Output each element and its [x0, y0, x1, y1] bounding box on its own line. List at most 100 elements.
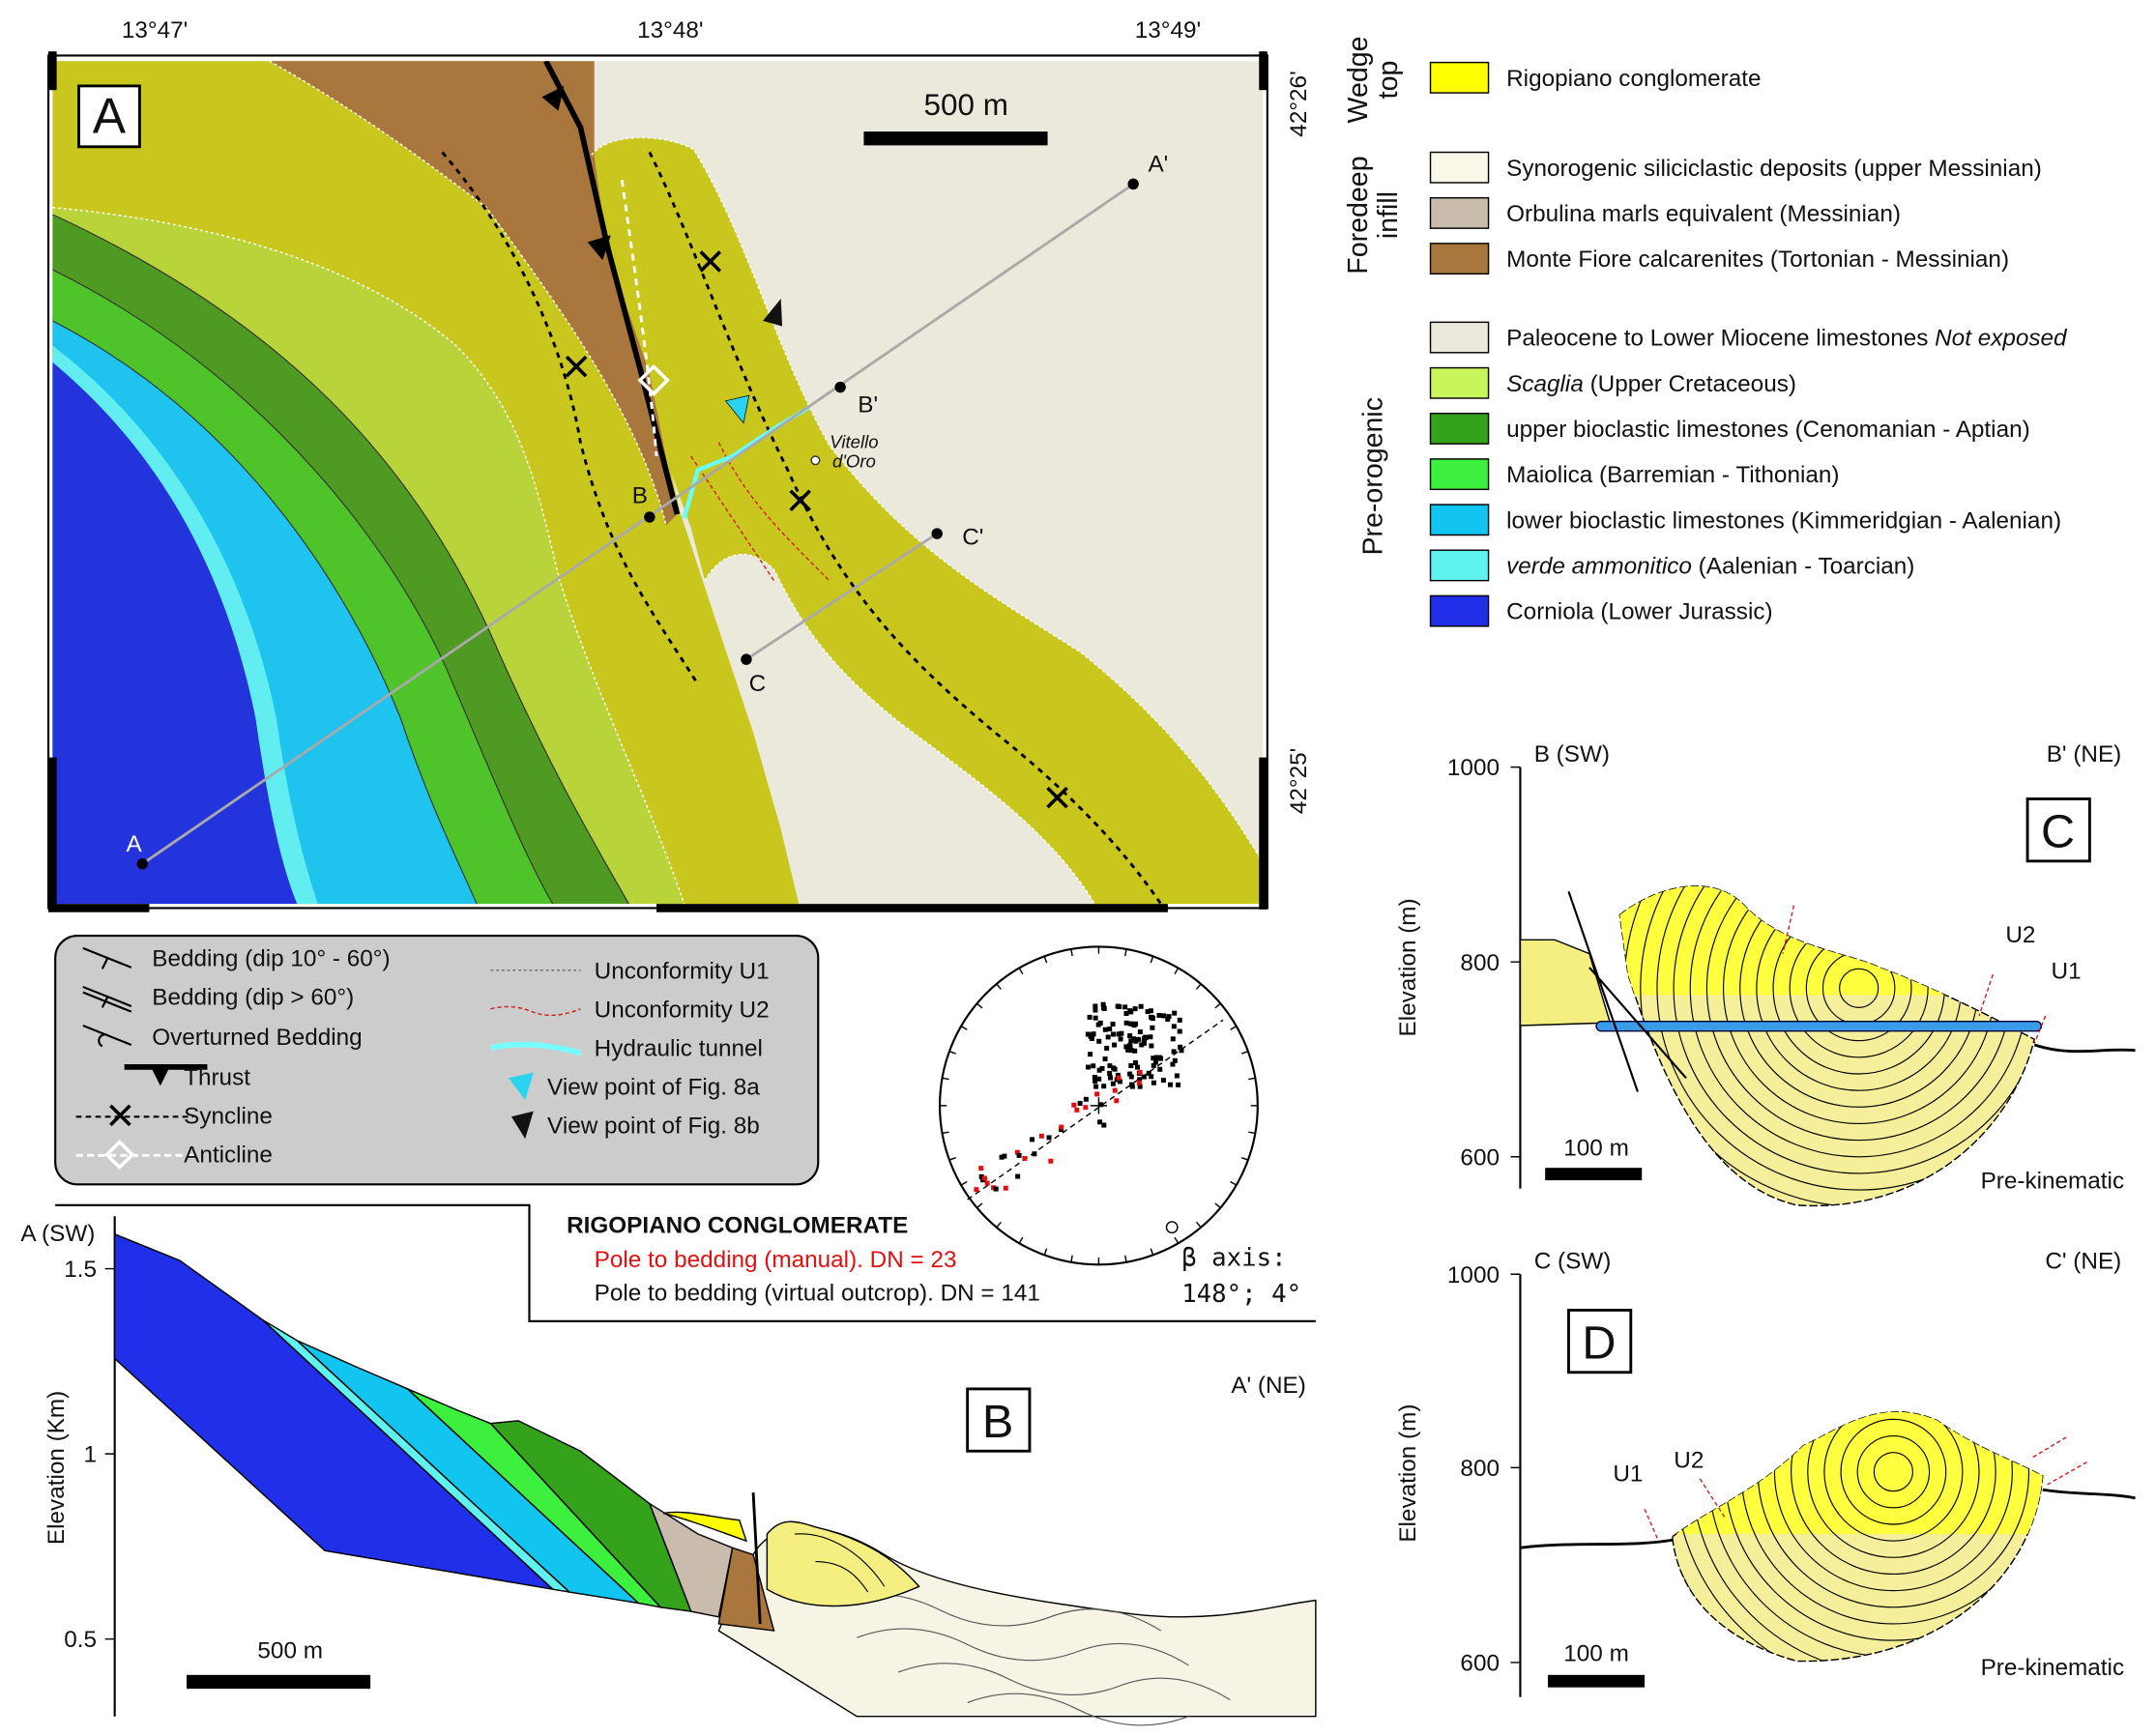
stereonet-point	[1101, 1004, 1107, 1010]
legend-label-part: upper bioclastic limestones (Cenomanian …	[1506, 417, 2030, 443]
stereonet-point	[1117, 1004, 1122, 1010]
y-ticks	[1510, 1273, 1521, 1664]
stereonet-tick	[1214, 1202, 1221, 1209]
stereonet-point	[1127, 1008, 1133, 1014]
stereonet-point	[1107, 1070, 1113, 1076]
unconformity-u1-part	[704, 553, 1095, 905]
stereonet-point	[999, 1154, 1005, 1160]
section-end: C (SW)	[1534, 1249, 1612, 1275]
stereonet-point	[1098, 1102, 1104, 1108]
stereonet-point	[1119, 1030, 1124, 1036]
symbol-label: Unconformity U1	[595, 958, 770, 984]
stereonet-point	[1110, 1081, 1116, 1086]
symbol-label: Thrust	[184, 1064, 250, 1090]
stereonet-point	[1137, 1084, 1143, 1089]
legend-group-label: Pre-orogenic	[1357, 397, 1388, 556]
symbol-label: View point of Fig. 8a	[547, 1074, 760, 1100]
legend-label-part: Not exposed	[1935, 326, 2068, 352]
legend-swatch	[1429, 458, 1490, 491]
symbol-label: Bedding (dip 10° - 60°)	[152, 945, 390, 971]
stereonet-point	[1127, 1071, 1133, 1077]
strata-arc	[1840, 1418, 1947, 1525]
panel-label: A	[93, 88, 127, 144]
legend-swatch	[1429, 412, 1490, 445]
stereonet-point	[1104, 1045, 1110, 1051]
stereonet-point	[1099, 1065, 1105, 1071]
stereonet-point	[1022, 1156, 1028, 1162]
panel-label: C	[2041, 806, 2075, 858]
stereonet-tick	[996, 1221, 1002, 1229]
contacts	[52, 214, 629, 905]
stereonet-point	[1141, 1074, 1147, 1080]
stereonet-point	[1071, 1102, 1077, 1108]
fault	[751, 1492, 762, 1625]
section-c: 1000 800 600 Elevation (m) B (SW) B' (NE…	[1395, 741, 2136, 1207]
stereonet-point	[1174, 1073, 1180, 1079]
stereonet-point	[1127, 1033, 1133, 1039]
unit-monte-fiore	[269, 61, 678, 526]
base-label: Pre-kinematic	[1981, 1655, 2125, 1681]
y-ticks	[104, 1267, 115, 1640]
stereonet-point	[1097, 1020, 1103, 1026]
stereonet-point	[1133, 1038, 1139, 1044]
stereonet-point	[1102, 1056, 1108, 1062]
stereonet-tick	[1195, 1221, 1202, 1229]
stereonet-point	[1102, 1027, 1108, 1032]
y-tick-label: 1000	[1447, 755, 1500, 781]
stereonet-point	[1176, 1082, 1181, 1087]
legend-label: Maiolica (Barremian - Tithonian)	[1506, 462, 1839, 488]
stereonet-point	[1118, 1036, 1123, 1042]
section-line	[141, 183, 1134, 865]
y-tick-label: 600	[1460, 1144, 1500, 1171]
unconformity-trace	[1644, 1436, 2087, 1542]
topography	[2033, 1043, 2136, 1054]
section-d: 1000 800 600 Elevation (m) C (SW) C' (NE…	[1395, 1249, 2136, 1697]
symbol-legend: Bedding (dip 10° - 60°) Bedding (dip > 6…	[54, 934, 820, 1186]
frame-graticule-part	[656, 904, 1168, 912]
beta-axis	[1165, 1221, 1179, 1234]
unconformity-u1-part	[52, 206, 685, 905]
section-end: A' (NE)	[1231, 1373, 1306, 1399]
symbol-label: Bedding (dip > 60°)	[152, 985, 354, 1011]
stereonet-point	[1093, 1084, 1099, 1089]
legend-label: Monte Fiore calcarenites (Tortonian - Me…	[1506, 246, 2009, 273]
stereonet-point	[1151, 1062, 1156, 1068]
stereonet-point	[1134, 1064, 1140, 1070]
stereonet-point	[1136, 1080, 1142, 1085]
stereonet-point	[1157, 1066, 1163, 1072]
stereonet-point	[1137, 1077, 1143, 1083]
stereonet-point	[1105, 1034, 1111, 1040]
stereonet-tick	[976, 1002, 983, 1009]
unconformity-label: U2	[1674, 1447, 1704, 1473]
stereonet-point	[1123, 1020, 1129, 1026]
syncline-mark	[699, 250, 1068, 809]
point-label: C	[749, 671, 767, 697]
stereonet-point	[991, 1185, 997, 1191]
stereonet-point	[1137, 1069, 1143, 1075]
stereonet-point	[981, 1175, 987, 1181]
legend-label-part: Rigopiano conglomerate	[1506, 66, 1761, 92]
stereonet-point	[1123, 1044, 1129, 1050]
caption-frame	[55, 1203, 1316, 1322]
panel-label: B	[982, 1396, 1013, 1448]
stereonet-point	[978, 1173, 984, 1179]
hydraulic-tunnel	[1595, 1020, 2043, 1032]
bedding-traces-part	[967, 1693, 1189, 1726]
strata-arc	[1791, 1411, 1996, 1576]
legend-label: upper bioclastic limestones (Cenomanian …	[1506, 417, 2030, 443]
unconformity-u1-part	[269, 61, 667, 526]
axis-label: Elevation (m)	[1395, 1404, 1421, 1543]
legend-label: Rigopiano conglomerate	[1506, 66, 1761, 92]
stereonet-tick	[1124, 948, 1127, 957]
stereonet-point	[1015, 1173, 1021, 1179]
stereonet-point	[1083, 1096, 1089, 1102]
stereonet-point	[1171, 1024, 1177, 1029]
stereonet-point	[1138, 1003, 1144, 1009]
section-end: B' (NE)	[2047, 741, 2122, 767]
stereonet-tick	[1150, 956, 1154, 964]
section-points-part	[931, 528, 943, 539]
stereonet-point	[1152, 1059, 1158, 1065]
unit-conglomerate	[766, 1520, 920, 1607]
stereonet-point	[1122, 1004, 1128, 1010]
